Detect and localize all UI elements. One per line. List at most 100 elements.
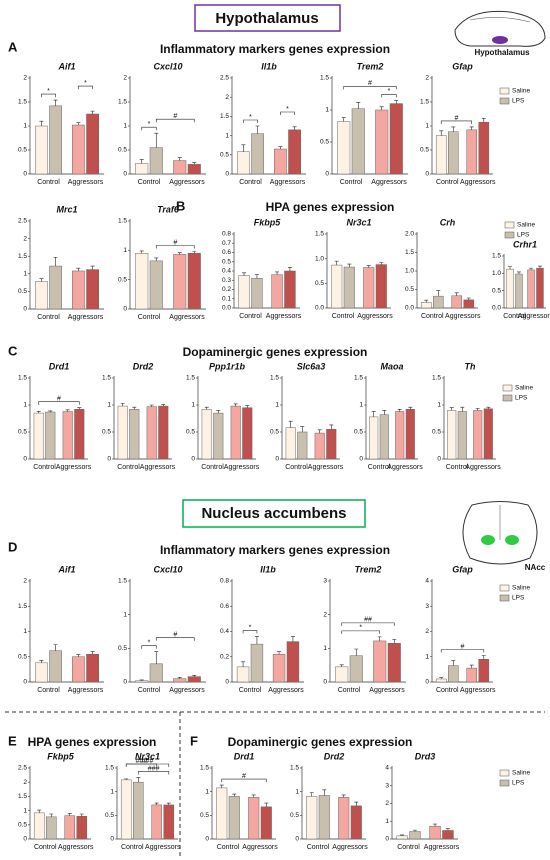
y-tick-label: 0.0 [222, 305, 231, 312]
y-tick-label: 1 [23, 402, 27, 409]
error-bar [445, 828, 450, 831]
error-bar [232, 793, 237, 797]
error-bar [264, 802, 269, 807]
y-tick-label: 1.0 [315, 255, 324, 262]
y-tick-label: 0 [325, 171, 329, 178]
significance-label: * [84, 80, 87, 87]
y-tick-label: 0.5 [405, 286, 414, 293]
panel-letter: D [8, 539, 17, 554]
x-tick-label: Aggressors [56, 464, 92, 471]
error-bar [451, 660, 456, 666]
significance-label: * [359, 625, 362, 632]
x-tick-label: Aggressors [445, 313, 481, 320]
y-tick-label: 0.1 [222, 295, 231, 302]
significance-bracket [155, 118, 195, 123]
error-bar [277, 651, 282, 655]
significance-bracket [343, 86, 397, 90]
error-bar [242, 272, 247, 276]
x-tick-label: Control [503, 313, 526, 320]
bar [46, 816, 57, 840]
y-tick-label: 1.5 [18, 99, 27, 106]
y-tick-label: 4 [425, 578, 429, 585]
y-tick-label: 0 [23, 836, 27, 843]
y-tick-label: 2.5 [220, 75, 229, 82]
error-bar [439, 677, 444, 679]
y-tick-label: 0 [23, 171, 27, 178]
error-bar [154, 132, 159, 148]
y-tick-label: 1.5 [105, 765, 114, 772]
y-tick-label: 0.8 [222, 231, 231, 238]
brain-label: Hypothalamus [474, 48, 530, 57]
y-tick-label: 0.5 [18, 653, 27, 660]
bar [76, 816, 88, 840]
significance-label: # [173, 239, 177, 246]
y-tick-label: 0.5 [270, 429, 279, 436]
chart-title: Cxcl10 [153, 61, 182, 71]
bar [435, 135, 447, 175]
bar [163, 804, 175, 840]
y-tick-label: 0.5 [18, 429, 27, 436]
error-bar [79, 813, 84, 817]
y-tick-label: 0.2 [222, 286, 231, 293]
x-tick-label: Control [368, 464, 391, 471]
bar [271, 274, 283, 309]
error-bar [278, 146, 283, 150]
error-bar [341, 117, 346, 122]
bar [33, 412, 44, 460]
y-tick-label: 0.5 [186, 429, 195, 436]
bar [429, 825, 441, 840]
error-bar [65, 409, 70, 412]
error-bar [329, 424, 334, 430]
bar [288, 129, 301, 175]
y-tick-label: 0.5 [105, 812, 114, 819]
error-bar [120, 403, 125, 407]
error-bar [219, 784, 224, 788]
y-tick-label: 1.5 [18, 603, 27, 610]
bar [349, 655, 363, 683]
error-bar [49, 813, 54, 817]
error-bar [529, 267, 534, 270]
legend-label: Saline [512, 770, 530, 777]
error-bar [139, 250, 144, 254]
y-tick-label: 1.5 [405, 249, 414, 256]
error-bar [177, 157, 182, 161]
significance-label: ### [142, 758, 154, 765]
significance-label: # [57, 396, 61, 403]
bar [33, 812, 45, 840]
error-bar [192, 162, 197, 165]
bar [72, 124, 85, 175]
bar [369, 416, 379, 460]
error-bar [439, 130, 444, 136]
legend-swatch [499, 97, 510, 105]
error-bar [354, 801, 359, 806]
legend-label: Saline [512, 88, 530, 95]
bar [228, 796, 240, 840]
bar [285, 427, 296, 460]
chart-title: Drd2 [133, 361, 154, 371]
y-tick-label: 0.6 [220, 603, 229, 610]
x-tick-label: Aggressors [460, 179, 496, 186]
significance-label: * [286, 106, 289, 113]
x-tick-label: Control [37, 687, 60, 694]
chart-title: Maoa [380, 361, 403, 371]
significance-bracket [381, 94, 397, 98]
chart-title: Il1b [261, 61, 277, 71]
y-tick-label: 0.0 [492, 305, 501, 312]
error-bar [288, 420, 293, 428]
panel-letter: E [8, 733, 17, 748]
chart-title: Aif1 [57, 564, 75, 574]
bar [260, 806, 272, 840]
x-tick-label: Control [338, 687, 361, 694]
y-tick-label: 1 [385, 818, 389, 825]
y-tick-label: 0 [225, 679, 229, 686]
significance-label: # [455, 115, 459, 122]
bar [201, 409, 212, 460]
legend-label: Saline [517, 222, 535, 229]
y-tick-label: 1 [191, 402, 195, 409]
panel-letter: A [8, 39, 18, 54]
significance-bracket [137, 771, 170, 775]
bar [187, 676, 201, 683]
bar [478, 121, 490, 175]
y-tick-label: 2 [385, 800, 389, 807]
y-tick-label: 2 [23, 235, 27, 242]
